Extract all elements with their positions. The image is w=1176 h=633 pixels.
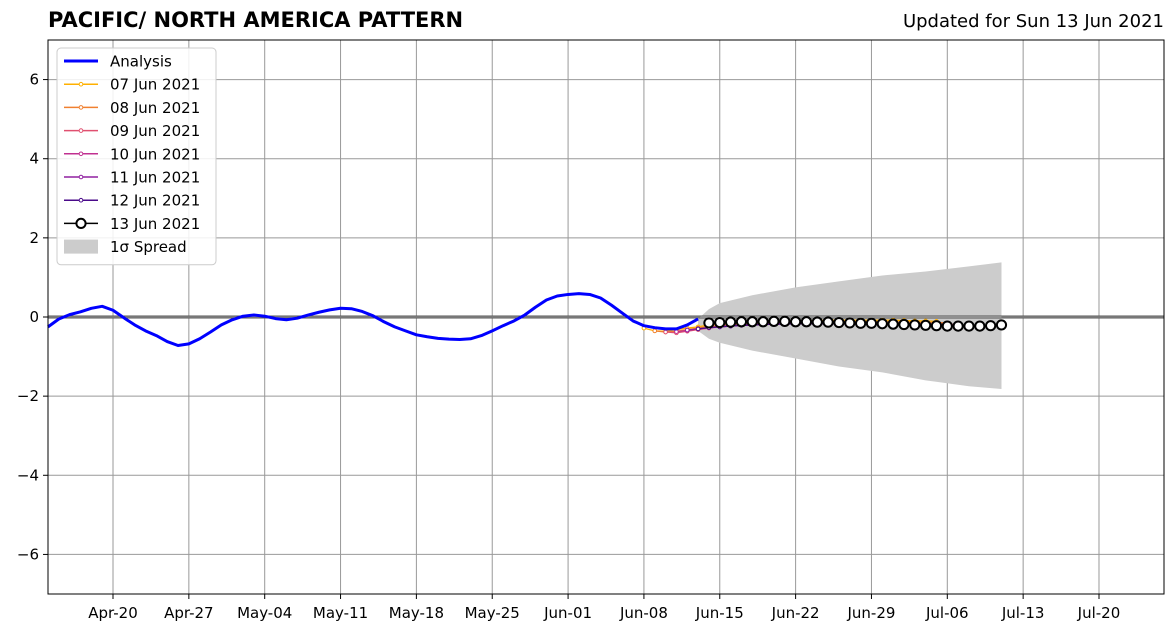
grid-layer bbox=[48, 40, 1164, 594]
forecast-point bbox=[695, 326, 701, 332]
legend-marker bbox=[78, 174, 84, 180]
forecast-point bbox=[725, 316, 737, 328]
y-tick-label: −4 bbox=[17, 466, 39, 484]
y-tick-label: −6 bbox=[17, 545, 39, 563]
legend-label: Analysis bbox=[110, 53, 172, 71]
forecast-point bbox=[779, 315, 791, 327]
forecast-point bbox=[887, 318, 899, 330]
forecast-point bbox=[963, 320, 975, 332]
legend-label: 12 Jun 2021 bbox=[110, 192, 200, 210]
y-tick-label: 4 bbox=[29, 150, 39, 168]
legend-marker bbox=[78, 128, 84, 133]
legend-label: 11 Jun 2021 bbox=[110, 169, 200, 187]
x-tick-label: Jul-20 bbox=[1077, 604, 1121, 622]
x-tick-label: May-18 bbox=[389, 604, 444, 622]
forecast-point bbox=[865, 317, 878, 329]
forecast-point bbox=[811, 316, 823, 328]
forecast-point bbox=[735, 316, 748, 328]
forecast-point bbox=[855, 317, 867, 329]
y-tick-label: 2 bbox=[29, 229, 39, 247]
x-tick-label: Jul-13 bbox=[1001, 604, 1045, 622]
chart-subtitle: Updated for Sun 13 Jun 2021 bbox=[902, 11, 1164, 32]
chart-title: PACIFIC/ NORTH AMERICA PATTERN bbox=[48, 8, 464, 32]
legend-label: 09 Jun 2021 bbox=[110, 122, 200, 140]
legend-marker bbox=[75, 217, 87, 229]
legend-label: 1σ Spread bbox=[110, 238, 187, 256]
x-tick-label: Apr-20 bbox=[88, 604, 138, 622]
x-tick-label: Jun-01 bbox=[543, 604, 592, 622]
forecast-point bbox=[822, 316, 834, 328]
legend-label: 13 Jun 2021 bbox=[110, 215, 200, 233]
legend-marker bbox=[78, 81, 84, 87]
forecast-point bbox=[674, 329, 679, 334]
x-tick-label: May-11 bbox=[313, 604, 368, 622]
forecast-point bbox=[714, 316, 726, 329]
x-tick-label: May-25 bbox=[465, 604, 520, 622]
forecast-point bbox=[746, 316, 758, 328]
forecast-point bbox=[985, 320, 997, 332]
legend-box bbox=[56, 47, 217, 266]
y-tick-label: −2 bbox=[17, 387, 39, 405]
legend-marker bbox=[78, 151, 84, 157]
forecast-point bbox=[909, 319, 921, 331]
y-tick-label: 6 bbox=[29, 71, 39, 89]
forecast-point bbox=[652, 328, 658, 334]
forecast-point bbox=[663, 329, 668, 335]
forecast-point bbox=[833, 316, 845, 329]
forecast-point bbox=[800, 316, 813, 328]
forecast-point bbox=[757, 316, 769, 328]
x-tick-label: Jun-08 bbox=[619, 604, 668, 622]
legend-label: 07 Jun 2021 bbox=[110, 76, 200, 94]
forecast-point bbox=[941, 320, 953, 332]
forecast-point bbox=[952, 320, 964, 332]
x-tick-label: Apr-27 bbox=[164, 604, 214, 622]
legend-marker bbox=[78, 197, 84, 203]
x-tick-label: Jun-22 bbox=[771, 604, 820, 622]
legend-label: 10 Jun 2021 bbox=[110, 145, 200, 163]
x-tick-label: Jul-06 bbox=[925, 604, 969, 622]
forecast-point bbox=[974, 320, 986, 332]
forecast-point bbox=[790, 316, 802, 328]
forecast-point bbox=[930, 320, 943, 332]
forecast-point bbox=[844, 317, 856, 329]
legend-swatch bbox=[64, 239, 98, 254]
forecast-point bbox=[768, 315, 780, 327]
x-tick-label: Jun-29 bbox=[846, 604, 895, 622]
legend: Analysis 07 Jun 2021 08 Jun 2021 09 Jun 202… bbox=[56, 47, 217, 266]
forecast-point bbox=[684, 327, 690, 333]
axes-layer: −6 −4 −2 0 2 4 6 Apr-20 Apr-27 May-04 May-11 May-18… bbox=[17, 39, 1165, 622]
forecast-point bbox=[995, 319, 1008, 331]
x-tick-label: Jun-15 bbox=[695, 604, 744, 622]
legend-label: 08 Jun 2021 bbox=[110, 99, 200, 117]
forecast-point bbox=[703, 317, 715, 329]
legend-marker bbox=[78, 105, 84, 110]
forecast-point bbox=[898, 318, 910, 331]
x-tick-label: May-04 bbox=[237, 604, 292, 622]
y-tick-label: 0 bbox=[29, 308, 39, 326]
forecast-point bbox=[920, 319, 932, 331]
forecast-point bbox=[876, 318, 888, 330]
series-layer bbox=[47, 292, 1008, 347]
analysis-line bbox=[47, 292, 699, 347]
